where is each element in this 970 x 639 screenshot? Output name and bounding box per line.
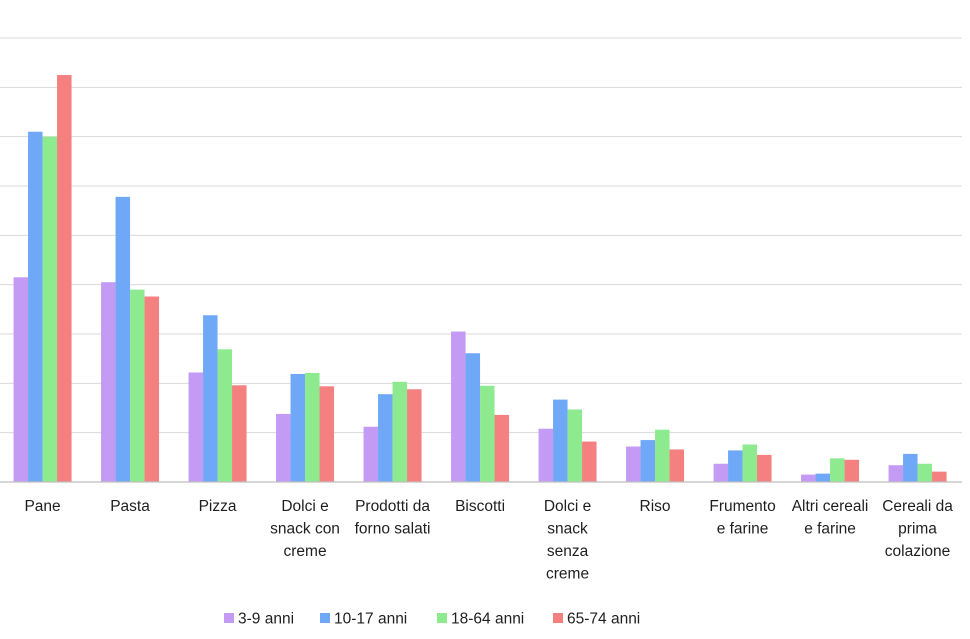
bar-18-64-anni bbox=[392, 381, 408, 482]
bar-10-17-anni bbox=[553, 399, 568, 482]
bar-10-17-anni bbox=[378, 394, 393, 482]
bar-10-17-anni bbox=[28, 131, 43, 482]
bar-3-9-anni bbox=[888, 465, 904, 482]
bar-65-74-anni bbox=[932, 471, 947, 482]
legend-label: 10-17 anni bbox=[334, 611, 407, 628]
bar-18-64-anni bbox=[655, 429, 670, 482]
legend-label: 18-64 anni bbox=[451, 611, 524, 628]
bar-3-9-anni bbox=[713, 463, 729, 482]
bar-10-17-anni bbox=[640, 440, 656, 482]
bar-3-9-anni bbox=[101, 282, 116, 482]
category-label: Pizza bbox=[199, 498, 237, 515]
bar-65-74-anni bbox=[669, 449, 685, 482]
bar-65-74-anni bbox=[407, 389, 422, 482]
bar-65-74-anni bbox=[757, 454, 772, 482]
bar-10-17-anni bbox=[815, 473, 831, 482]
legend-label: 3-9 anni bbox=[238, 611, 294, 628]
legend-item-65-74-anni[interactable]: 65-74 anni bbox=[553, 611, 640, 628]
bars bbox=[13, 75, 947, 482]
bar-18-64-anni bbox=[305, 372, 320, 482]
bar-18-64-anni bbox=[567, 409, 583, 482]
legend-label: 65-74 anni bbox=[567, 611, 640, 628]
bar-65-74-anni bbox=[582, 441, 597, 482]
bar-18-64-anni bbox=[217, 349, 233, 482]
bar-3-9-anni bbox=[13, 277, 29, 482]
category-label: Pasta bbox=[110, 498, 150, 515]
category-label: Frumento e farine bbox=[709, 498, 775, 538]
bar-3-9-anni bbox=[276, 413, 291, 482]
category-label: Prodotti da forno salati bbox=[355, 498, 431, 538]
bar-3-9-anni bbox=[363, 426, 379, 482]
bar-3-9-anni bbox=[538, 428, 554, 482]
legend[interactable]: 3-9 anni 10-17 anni 18-64 anni 65-74 anni bbox=[224, 611, 640, 628]
bar-18-64-anni bbox=[480, 385, 495, 482]
category-label: Biscotti bbox=[455, 498, 505, 515]
bar-10-17-anni bbox=[728, 450, 743, 482]
legend-item-3-9-anni[interactable]: 3-9 anni bbox=[224, 611, 294, 628]
bar-10-17-anni bbox=[290, 373, 306, 482]
bar-18-64-anni bbox=[917, 463, 933, 482]
bar-65-74-anni bbox=[57, 75, 72, 482]
category-label: Dolci e snack con creme bbox=[270, 498, 340, 560]
gridlines bbox=[0, 37, 962, 434]
bar-10-17-anni bbox=[115, 196, 131, 482]
legend-swatch bbox=[553, 613, 563, 623]
bar-65-74-anni bbox=[844, 459, 860, 482]
category-label: Pane bbox=[24, 498, 60, 515]
category-label: Cereali da prima colazione bbox=[882, 498, 953, 560]
bar-3-9-anni bbox=[451, 331, 466, 482]
legend-swatch bbox=[224, 613, 234, 623]
bar-3-9-anni bbox=[801, 474, 816, 482]
bar-10-17-anni bbox=[465, 353, 481, 482]
bar-18-64-anni bbox=[742, 444, 758, 482]
bar-18-64-anni bbox=[42, 136, 58, 482]
bar-65-74-anni bbox=[144, 296, 160, 482]
legend-swatch bbox=[437, 613, 447, 623]
bar-65-74-anni bbox=[319, 386, 335, 482]
bar-3-9-anni bbox=[188, 372, 204, 482]
legend-item-18-64-anni[interactable]: 18-64 anni bbox=[437, 611, 524, 628]
bar-18-64-anni bbox=[130, 289, 145, 482]
category-label: Riso bbox=[640, 498, 671, 515]
bar-3-9-anni bbox=[626, 446, 641, 482]
bar-10-17-anni bbox=[203, 315, 218, 482]
bar-10-17-anni bbox=[903, 453, 918, 482]
bar-18-64-anni bbox=[830, 458, 845, 482]
bar-65-74-anni bbox=[494, 414, 510, 482]
legend-swatch bbox=[320, 613, 330, 623]
category-labels: Pane Pasta Pizza Dolci e snack con creme Prodo… bbox=[24, 498, 953, 583]
category-label: Dolci e snack senza creme bbox=[544, 498, 591, 583]
legend-item-10-17-anni[interactable]: 10-17 anni bbox=[320, 611, 407, 628]
category-label: Altri cereali e farine bbox=[792, 498, 869, 538]
bar-65-74-anni bbox=[232, 385, 247, 482]
